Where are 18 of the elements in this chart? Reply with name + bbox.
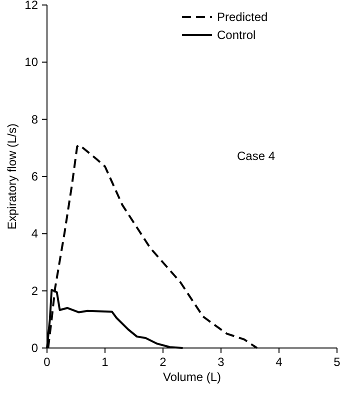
y-axis-title: Expiratory flow (L/s)	[5, 123, 19, 230]
y-tick-label: 0	[31, 341, 38, 355]
y-tick-label: 12	[24, 0, 38, 12]
y-tick-label: 8	[31, 112, 38, 126]
y-tick-label: 2	[31, 284, 38, 298]
x-tick-label: 4	[276, 355, 283, 369]
y-tick-label: 6	[31, 170, 38, 184]
y-tick-label: 4	[31, 226, 38, 241]
x-tick-label: 0	[44, 355, 51, 369]
x-tick-label: 3	[218, 355, 225, 369]
legend-label: Predicted	[217, 10, 268, 24]
x-tick-label: 1	[102, 355, 109, 369]
y-tick-label: 10	[24, 55, 38, 70]
x-tick-label: 5	[334, 355, 341, 369]
annotation: Case 4	[237, 149, 276, 163]
x-tick-label: 2	[160, 355, 167, 369]
x-axis-title: Volume (L)	[162, 370, 222, 384]
legend-label: Control	[217, 28, 256, 42]
